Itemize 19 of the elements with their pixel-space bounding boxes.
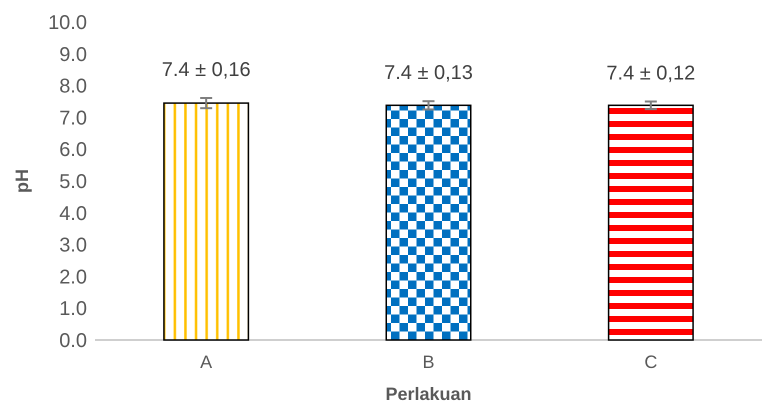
y-tick-label: 3.0 bbox=[59, 234, 87, 257]
y-tick-label: 4.0 bbox=[59, 202, 87, 225]
y-tick-label: 8.0 bbox=[59, 76, 87, 98]
x-axis-title: Perlakuan bbox=[385, 384, 472, 404]
y-tick-label: 10.0 bbox=[48, 12, 87, 34]
y-tick-label: 7.0 bbox=[59, 107, 87, 130]
y-tick-label: 9.0 bbox=[59, 44, 87, 66]
y-tick-label: 0.0 bbox=[59, 330, 87, 352]
x-tick-label: C bbox=[644, 352, 658, 372]
x-tick-label: B bbox=[422, 352, 435, 372]
x-tick-label: A bbox=[200, 352, 212, 372]
data-label: 7.4 ± 0,16 bbox=[162, 59, 251, 81]
data-label: 7.4 ± 0,13 bbox=[384, 62, 473, 84]
y-tick-label: 5.0 bbox=[59, 171, 87, 193]
y-tick-label: 2.0 bbox=[59, 266, 87, 288]
y-tick-label: 6.0 bbox=[59, 139, 87, 162]
data-label: 7.4 ± 0,12 bbox=[606, 62, 696, 84]
y-axis-title: pH bbox=[12, 169, 32, 193]
y-tick-label: 1.0 bbox=[59, 298, 87, 320]
